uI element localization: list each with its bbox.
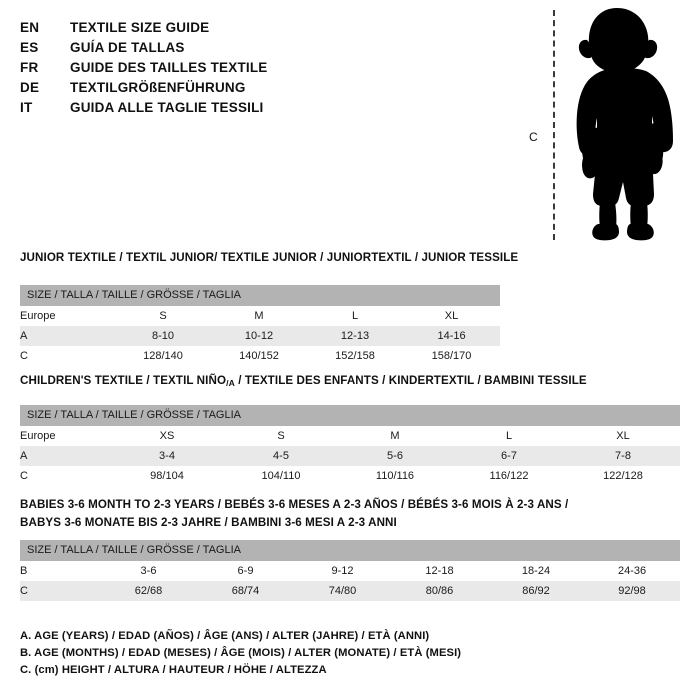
children-cell-a-2: 5-6	[338, 446, 452, 466]
junior-cell-a-3: 14-16	[403, 326, 501, 346]
junior-cell-c-1: 140/152	[211, 346, 307, 366]
language-title-block: EN TEXTILE SIZE GUIDE ES GUÍA DE TALLAS …	[20, 18, 490, 118]
toddler-silhouette-icon	[576, 8, 673, 241]
children-title-pre: CHILDREN'S TEXTILE / TEXTIL NIÑO	[20, 374, 227, 387]
babies-cell-c-4: 86/92	[488, 581, 584, 601]
children-cell-europe-1: S	[224, 426, 338, 446]
language-title-de: TEXTILGRÖßENFÜHRUNG	[70, 80, 246, 95]
junior-cell-europe-1: M	[211, 306, 307, 326]
babies-cell-c-3: 80/86	[391, 581, 488, 601]
language-title-fr: GUIDE DES TAILLES TEXTILE	[70, 60, 268, 75]
junior-row-label-c: C	[20, 346, 115, 366]
children-title-post: / TEXTILE DES ENFANTS / KINDERTEXTIL / B…	[234, 374, 587, 387]
junior-cell-c-0: 128/140	[115, 346, 211, 366]
babies-cell-b-2: 9-12	[294, 561, 391, 581]
junior-section-title: JUNIOR TEXTILE / TEXTIL JUNIOR/ TEXTILE …	[20, 251, 519, 264]
language-code-fr: FR	[20, 60, 39, 75]
junior-table-size-header-row: SIZE / TALLA / TAILLE / GRÖSSE / TAGLIA	[20, 285, 501, 306]
babies-size-header-label: SIZE / TALLA / TAILLE / GRÖSSE / TAGLIA	[20, 540, 681, 561]
language-row-it: IT GUIDA ALLE TAGLIE TESSILI	[20, 98, 490, 118]
language-code-es: ES	[20, 40, 39, 55]
children-row-label-a: A	[20, 446, 110, 466]
babies-cell-c-1: 68/74	[197, 581, 294, 601]
legend-line-b: B. AGE (MONTHS) / EDAD (MESES) / ÂGE (MO…	[20, 647, 462, 659]
children-section-title: CHILDREN'S TEXTILE / TEXTIL NIÑO/A / TEX…	[20, 373, 587, 391]
children-cell-europe-4: XL	[566, 426, 681, 446]
babies-cell-c-5: 92/98	[584, 581, 681, 601]
measurement-legend: A. AGE (YEARS) / EDAD (AÑOS) / ÂGE (ANS)…	[20, 628, 461, 679]
table-row: C 62/68 68/74 74/80 80/86 86/92 92/98	[20, 581, 681, 601]
junior-cell-europe-0: S	[115, 306, 211, 326]
table-row: C 128/140 140/152 152/158 158/170	[20, 346, 501, 366]
children-cell-europe-0: XS	[110, 426, 224, 446]
measure-label-c: C	[529, 130, 538, 144]
children-size-table: SIZE / TALLA / TAILLE / GRÖSSE / TAGLIA …	[20, 405, 681, 486]
children-cell-c-4: 122/128	[566, 466, 681, 486]
children-cell-a-0: 3-4	[110, 446, 224, 466]
junior-cell-a-0: 8-10	[115, 326, 211, 346]
babies-section-title-line1: BABIES 3-6 MONTH TO 2-3 YEARS / BEBÉS 3-…	[20, 498, 569, 511]
language-title-en: TEXTILE SIZE GUIDE	[70, 20, 210, 35]
babies-cell-b-1: 6-9	[197, 561, 294, 581]
children-cell-c-0: 98/104	[110, 466, 224, 486]
children-row-label-c: C	[20, 466, 110, 486]
babies-table-size-header-row: SIZE / TALLA / TAILLE / GRÖSSE / TAGLIA	[20, 540, 681, 561]
children-cell-a-4: 7-8	[566, 446, 681, 466]
language-title-it: GUIDA ALLE TAGLIE TESSILI	[70, 100, 264, 115]
babies-size-table: SIZE / TALLA / TAILLE / GRÖSSE / TAGLIA …	[20, 540, 681, 601]
children-cell-europe-2: M	[338, 426, 452, 446]
babies-cell-c-0: 62/68	[100, 581, 197, 601]
language-code-en: EN	[20, 20, 40, 35]
children-row-label-europe: Europe	[20, 426, 110, 446]
junior-cell-c-3: 158/170	[403, 346, 501, 366]
babies-row-label-b: B	[20, 561, 100, 581]
language-row-fr: FR GUIDE DES TAILLES TEXTILE	[20, 58, 490, 78]
babies-cell-b-4: 18-24	[488, 561, 584, 581]
junior-cell-europe-3: XL	[403, 306, 501, 326]
junior-row-label-europe: Europe	[20, 306, 115, 326]
babies-section-title-line2: BABYS 3-6 MONATE BIS 2-3 JAHRE / BAMBINI…	[20, 516, 397, 529]
table-row: A 8-10 10-12 12-13 14-16	[20, 326, 501, 346]
babies-row-label-c: C	[20, 581, 100, 601]
junior-row-label-a: A	[20, 326, 115, 346]
junior-size-header-label: SIZE / TALLA / TAILLE / GRÖSSE / TAGLIA	[20, 285, 501, 306]
children-title-subscript: /A	[226, 378, 235, 388]
children-table-size-header-row: SIZE / TALLA / TAILLE / GRÖSSE / TAGLIA	[20, 405, 681, 426]
table-row: C 98/104 104/110 110/116 116/122 122/128	[20, 466, 681, 486]
children-cell-c-2: 110/116	[338, 466, 452, 486]
table-row: B 3-6 6-9 9-12 12-18 18-24 24-36	[20, 561, 681, 581]
height-dashed-line	[553, 10, 555, 240]
legend-line-c: C. (cm) HEIGHT / ALTURA / HAUTEUR / HÖHE…	[20, 664, 327, 676]
children-size-header-label: SIZE / TALLA / TAILLE / GRÖSSE / TAGLIA	[20, 405, 681, 426]
children-cell-a-1: 4-5	[224, 446, 338, 466]
language-row-de: DE TEXTILGRÖßENFÜHRUNG	[20, 78, 490, 98]
children-cell-a-3: 6-7	[452, 446, 566, 466]
language-row-es: ES GUÍA DE TALLAS	[20, 38, 490, 58]
table-row: A 3-4 4-5 5-6 6-7 7-8	[20, 446, 681, 466]
junior-cell-c-2: 152/158	[307, 346, 403, 366]
language-row-en: EN TEXTILE SIZE GUIDE	[20, 18, 490, 38]
babies-cell-c-2: 74/80	[294, 581, 391, 601]
children-cell-c-3: 116/122	[452, 466, 566, 486]
junior-cell-europe-2: L	[307, 306, 403, 326]
table-row: Europe S M L XL	[20, 306, 501, 326]
junior-cell-a-2: 12-13	[307, 326, 403, 346]
height-measurement-figure: C	[505, 0, 700, 248]
junior-cell-a-1: 10-12	[211, 326, 307, 346]
children-cell-europe-3: L	[452, 426, 566, 446]
babies-cell-b-5: 24-36	[584, 561, 681, 581]
children-cell-c-1: 104/110	[224, 466, 338, 486]
babies-cell-b-0: 3-6	[100, 561, 197, 581]
junior-size-table: SIZE / TALLA / TAILLE / GRÖSSE / TAGLIA …	[20, 285, 501, 366]
language-code-de: DE	[20, 80, 40, 95]
language-title-es: GUÍA DE TALLAS	[70, 40, 185, 55]
legend-line-a: A. AGE (YEARS) / EDAD (AÑOS) / ÂGE (ANS)…	[20, 630, 430, 642]
table-row: Europe XS S M L XL	[20, 426, 681, 446]
babies-cell-b-3: 12-18	[391, 561, 488, 581]
language-code-it: IT	[20, 100, 33, 115]
